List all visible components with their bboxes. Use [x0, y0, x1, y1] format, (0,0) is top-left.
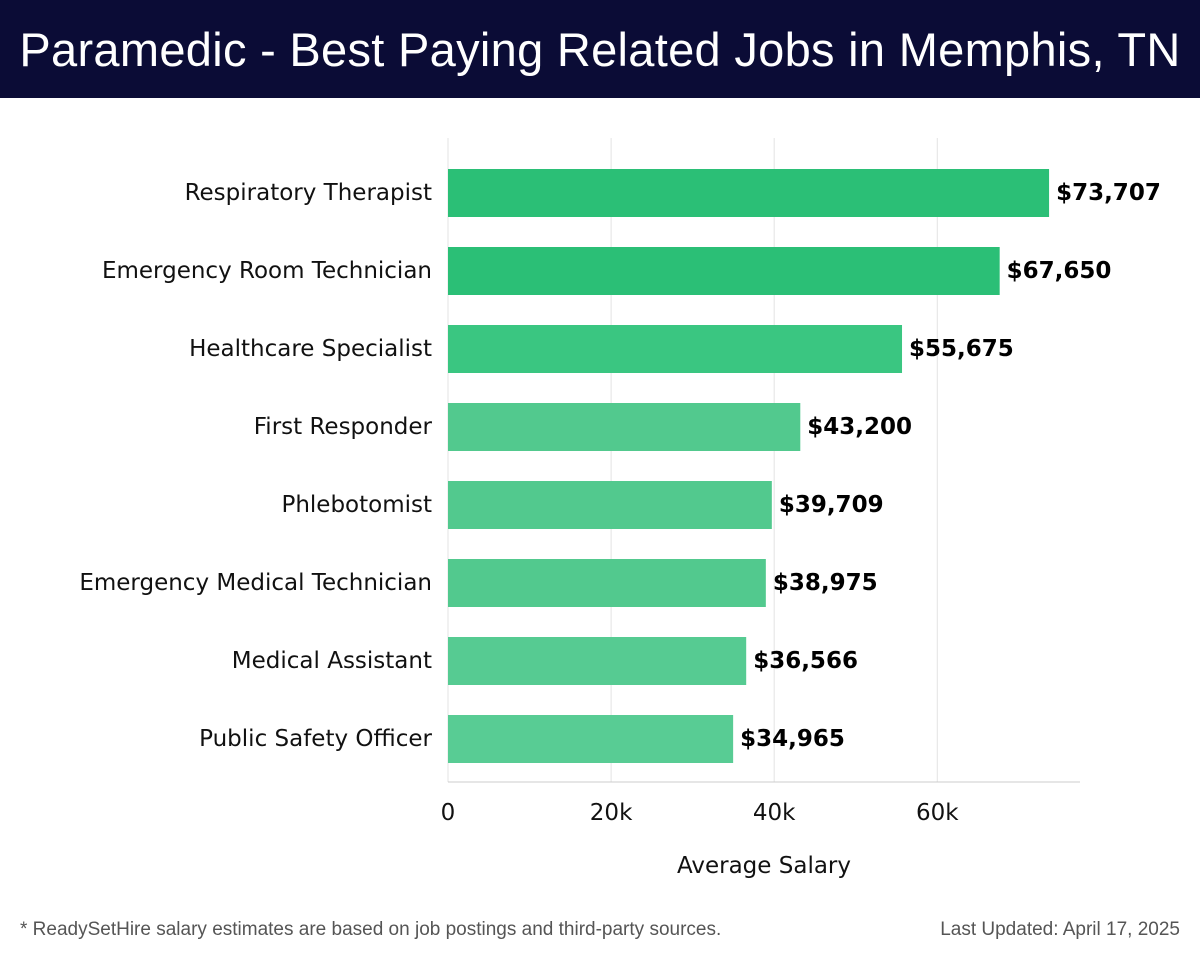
bar	[448, 559, 766, 607]
data-label: $67,650	[1007, 258, 1112, 284]
bar	[448, 637, 747, 685]
footnote: * ReadySetHire salary estimates are base…	[20, 919, 722, 940]
bar	[448, 325, 903, 373]
category-label: Emergency Medical Technician	[79, 570, 432, 596]
x-axis-title: Average Salary	[677, 853, 851, 879]
x-tick-label: 20k	[590, 800, 633, 826]
category-label: Healthcare Specialist	[189, 336, 432, 362]
x-tick-label: 60k	[916, 800, 959, 826]
data-label: $39,709	[779, 492, 884, 518]
bar	[448, 481, 772, 529]
salary-bar-chart: Respiratory Therapist $73,707 Emergency Ro…	[79, 138, 1161, 879]
category-label: Respiratory Therapist	[185, 180, 432, 206]
data-label: $38,975	[773, 570, 878, 596]
category-label: Phlebotomist	[281, 492, 432, 518]
bar	[448, 403, 801, 451]
chart-title: Paramedic - Best Paying Related Jobs in …	[19, 22, 1181, 76]
x-tick-label: 0	[441, 800, 456, 826]
bar	[448, 715, 734, 763]
data-label: $55,675	[909, 336, 1014, 362]
data-label: $43,200	[807, 414, 912, 440]
category-label: Public Safety Officer	[199, 726, 432, 752]
x-tick-label: 40k	[753, 800, 796, 826]
data-label: $34,965	[740, 726, 845, 752]
title-bar: Paramedic - Best Paying Related Jobs in …	[0, 0, 1200, 98]
last-updated: Last Updated: April 17, 2025	[940, 919, 1180, 940]
category-label: Emergency Room Technician	[102, 258, 432, 284]
data-label: $73,707	[1056, 180, 1161, 206]
bar	[448, 247, 1000, 295]
data-label: $36,566	[753, 648, 858, 674]
category-label: Medical Assistant	[232, 648, 432, 674]
category-label: First Responder	[254, 414, 433, 440]
bar	[448, 169, 1050, 217]
